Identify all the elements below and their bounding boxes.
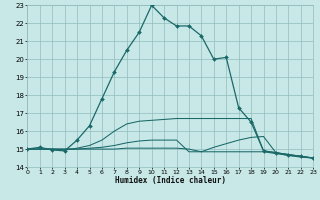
- X-axis label: Humidex (Indice chaleur): Humidex (Indice chaleur): [115, 176, 226, 185]
